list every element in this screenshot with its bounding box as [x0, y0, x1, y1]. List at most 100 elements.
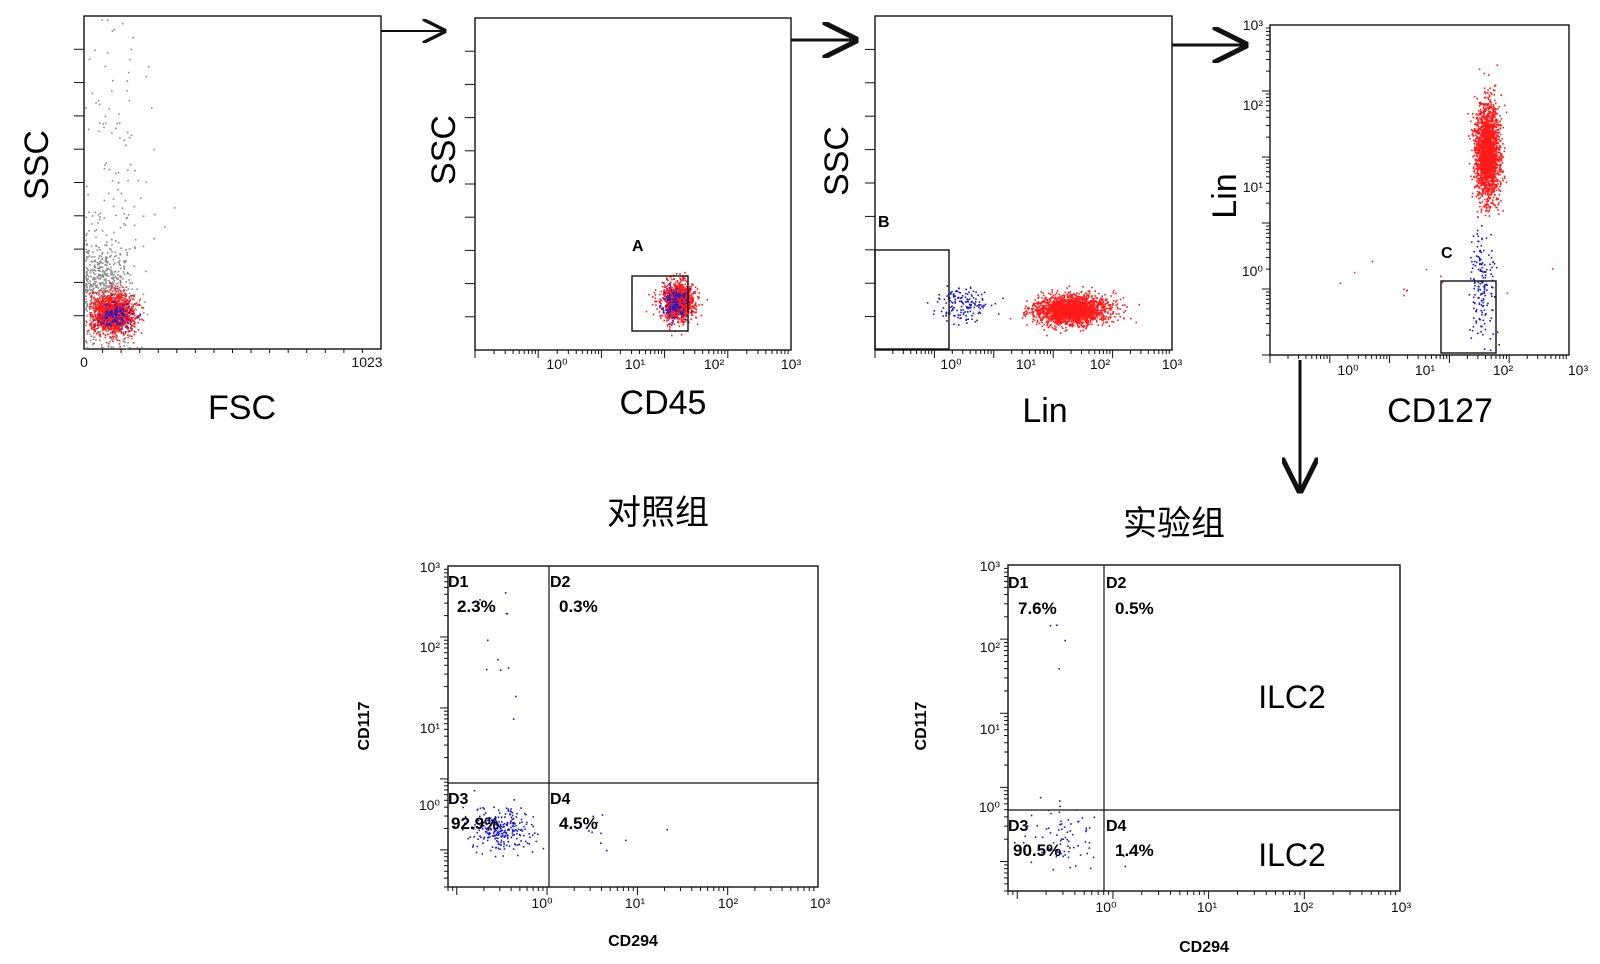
data-point — [119, 346, 121, 348]
data-point — [1091, 317, 1093, 320]
data-point — [105, 313, 107, 315]
data-point — [87, 269, 90, 272]
data-point — [87, 193, 89, 196]
data-point — [119, 279, 121, 282]
data-point — [102, 332, 104, 335]
data-point — [105, 162, 107, 164]
data-point — [1092, 316, 1095, 318]
data-point — [677, 306, 680, 308]
data-point — [110, 297, 113, 300]
data-point — [678, 325, 681, 328]
data-point — [685, 288, 687, 291]
data-point — [110, 337, 112, 340]
data-point — [114, 327, 116, 330]
data-point — [675, 313, 677, 315]
data-point — [124, 314, 127, 317]
data-point — [106, 313, 108, 315]
data-point — [126, 252, 129, 254]
data-point — [675, 286, 677, 288]
data-point — [100, 255, 103, 258]
data-point — [101, 253, 103, 255]
data-point — [669, 282, 671, 285]
data-point — [130, 48, 132, 51]
data-point — [91, 256, 93, 258]
data-point — [1080, 320, 1082, 323]
data-point — [111, 321, 114, 323]
data-point — [93, 280, 96, 283]
data-point — [109, 315, 111, 318]
data-point — [665, 309, 668, 312]
data-point — [110, 306, 112, 309]
data-point — [108, 319, 110, 321]
data-point — [114, 316, 116, 318]
data-point — [116, 296, 119, 298]
data-point — [690, 314, 693, 317]
data-point — [125, 289, 128, 292]
data-point — [113, 335, 116, 338]
data-point — [99, 306, 101, 308]
data-point — [1055, 302, 1057, 304]
data-point — [671, 300, 673, 302]
data-point — [104, 164, 106, 166]
data-point — [671, 316, 674, 319]
data-point — [662, 308, 665, 310]
data-point — [86, 333, 88, 335]
data-point — [662, 307, 664, 309]
data-point — [115, 338, 118, 341]
data-point — [1130, 317, 1132, 320]
data-point — [136, 288, 138, 290]
data-point — [661, 281, 664, 284]
data-point — [85, 277, 87, 279]
data-point — [89, 319, 91, 322]
data-point — [102, 276, 105, 278]
data-point — [142, 245, 145, 248]
data-point — [85, 302, 87, 304]
data-point — [126, 312, 128, 315]
data-point — [1111, 304, 1114, 306]
data-point — [689, 306, 691, 309]
data-point — [668, 317, 670, 320]
data-point — [1075, 295, 1078, 297]
data-point — [89, 307, 91, 309]
data-point — [1048, 325, 1051, 328]
data-point — [1085, 326, 1088, 329]
data-point — [132, 313, 134, 316]
data-point — [99, 311, 101, 314]
data-point — [133, 205, 136, 208]
data-point — [1056, 319, 1059, 321]
data-point — [1023, 314, 1025, 316]
data-point — [1057, 324, 1060, 326]
data-point — [682, 320, 684, 322]
data-point — [115, 327, 118, 330]
data-point — [127, 272, 129, 275]
data-point — [1054, 298, 1056, 301]
data-point — [678, 285, 681, 287]
data-point — [645, 310, 648, 313]
data-point — [121, 328, 123, 330]
data-point — [118, 308, 120, 311]
data-point — [102, 303, 105, 306]
data-point — [1107, 318, 1110, 321]
data-point — [115, 309, 117, 312]
data-point — [1077, 295, 1080, 298]
data-point — [678, 295, 681, 297]
data-point — [1044, 316, 1046, 318]
data-point — [115, 301, 117, 304]
data-point — [99, 274, 101, 277]
data-point — [103, 320, 106, 322]
data-point — [92, 320, 95, 322]
data-point — [85, 320, 87, 323]
data-point — [117, 311, 119, 313]
data-point — [680, 293, 683, 295]
data-point — [112, 322, 114, 324]
data-point — [677, 291, 680, 293]
data-point — [98, 218, 101, 221]
data-point — [676, 304, 678, 306]
data-point — [681, 285, 683, 287]
data-point — [113, 324, 116, 327]
data-point — [119, 310, 122, 313]
data-point — [114, 331, 117, 333]
data-point — [1082, 326, 1085, 329]
data-point — [668, 287, 671, 289]
data-point — [117, 307, 119, 310]
